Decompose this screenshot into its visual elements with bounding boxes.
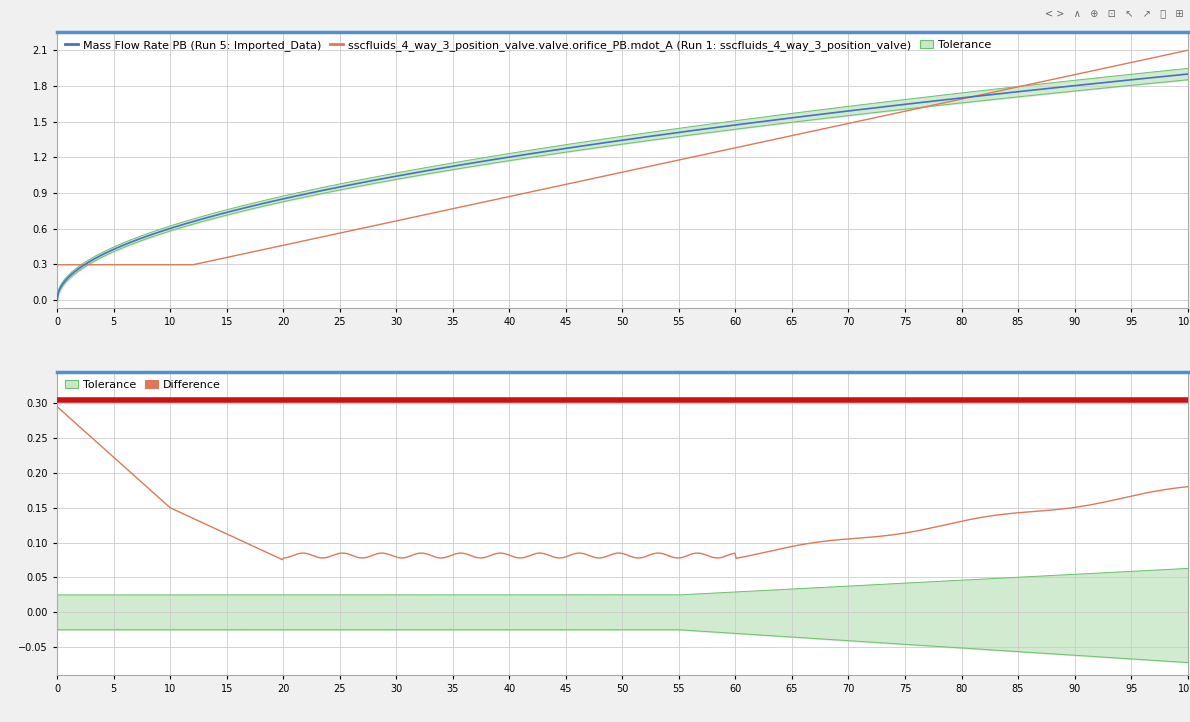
Text: < >   ∧   ⊕   ⊡   ↖   ↗   📷   ⊞: < > ∧ ⊕ ⊡ ↖ ↗ 📷 ⊞ [1046,9,1184,19]
Legend: Mass Flow Rate PB (Run 5: Imported_Data), sscfluids_4_way_3_position_valve.valve: Mass Flow Rate PB (Run 5: Imported_Data)… [63,38,992,53]
Legend: Tolerance, Difference: Tolerance, Difference [63,378,223,392]
